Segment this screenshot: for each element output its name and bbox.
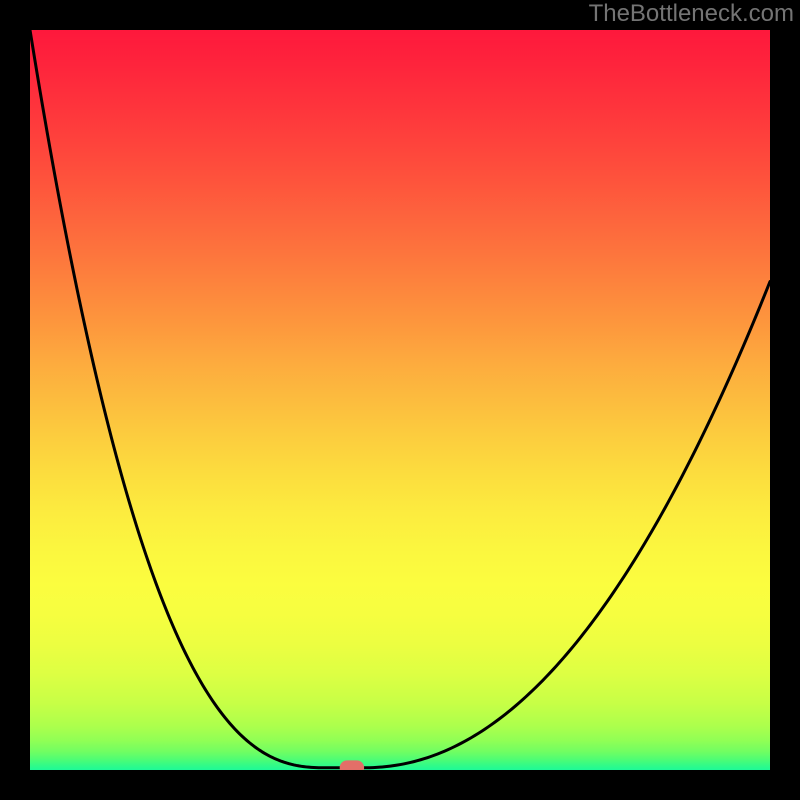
gradient-background — [30, 30, 770, 770]
watermark-text: TheBottleneck.com — [589, 0, 794, 28]
plot-svg — [30, 30, 770, 770]
optimum-marker — [340, 760, 364, 770]
plot-area — [30, 30, 770, 770]
